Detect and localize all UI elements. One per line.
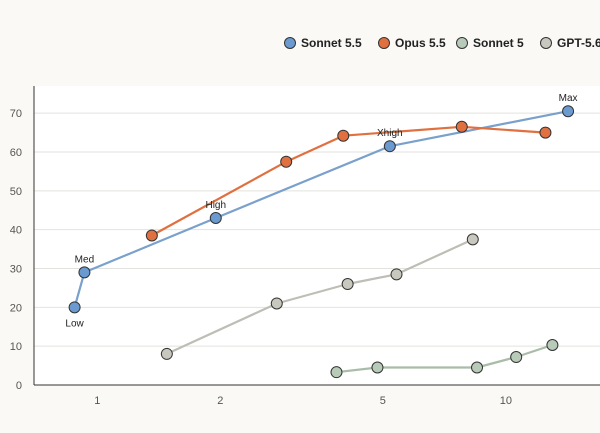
- y-tick-label-50: 50: [10, 186, 22, 198]
- x-tick-label-1: 1: [94, 395, 100, 407]
- y-tick-label-30: 30: [10, 264, 22, 276]
- point-sonnet-5-5-1: [68, 301, 81, 314]
- tick-labels: 0 10 20 30 40 50 60 70 1 2 5 10: [10, 108, 512, 407]
- annotation-med: Med: [75, 254, 94, 265]
- point-gpt-5-6-5: [466, 233, 479, 246]
- point-opus-5-5-3: [337, 129, 350, 142]
- x-tick-label-2: 2: [217, 395, 223, 407]
- point-gpt-5-6-2: [270, 297, 283, 310]
- legend-label-opus-5-5: Opus 5.5: [395, 36, 446, 50]
- legend-marker-sonnet-5: [456, 37, 468, 49]
- point-annotations: Low Med High Xhigh Max: [65, 93, 577, 329]
- axes: [33, 86, 600, 386]
- y-tick-label-40: 40: [10, 225, 22, 237]
- annotation-xhigh: Xhigh: [377, 128, 403, 139]
- annotation-low: Low: [65, 318, 84, 329]
- point-gpt-5-6-4: [390, 268, 403, 281]
- y-tick-label-60: 60: [10, 147, 22, 159]
- point-opus-5-5-5: [539, 126, 552, 139]
- annotation-high: High: [205, 200, 226, 211]
- y-tick-label-10: 10: [10, 341, 22, 353]
- point-opus-5-5-1: [145, 229, 158, 242]
- point-sonnet-5-5-2: [78, 266, 91, 279]
- x-tick-label-10: 10: [500, 395, 512, 407]
- y-tick-label-20: 20: [10, 302, 22, 314]
- point-sonnet-5-5-4: [383, 140, 396, 153]
- point-opus-5-5-2: [280, 155, 293, 168]
- legend-label-gpt-5-6: GPT-5.6: [557, 36, 600, 50]
- annotation-max: Max: [559, 93, 578, 104]
- y-tick-label-0: 0: [16, 380, 22, 392]
- point-sonnet-5-5-3: [209, 212, 222, 225]
- y-tick-label-70: 70: [10, 108, 22, 120]
- legend-marker-sonnet-5-5: [284, 37, 296, 49]
- point-sonnet-5-5: [546, 339, 559, 352]
- point-sonnet-5-5-5: [562, 105, 575, 118]
- legend-marker-opus-5-5: [378, 37, 390, 49]
- point-gpt-5-6-1: [160, 347, 173, 360]
- point-sonnet-5-2: [371, 361, 384, 374]
- point-sonnet-5-3: [471, 361, 484, 374]
- point-opus-5-5-4: [455, 120, 468, 133]
- legend-label-sonnet-5: Sonnet 5: [473, 36, 524, 50]
- series-markers: [68, 105, 575, 379]
- legend-label-sonnet-5-5: Sonnet 5.5: [301, 36, 362, 50]
- point-sonnet-5-1: [330, 366, 343, 379]
- grid: [34, 112, 600, 386]
- point-sonnet-5-4: [510, 351, 523, 364]
- plot-area: [34, 86, 600, 385]
- point-gpt-5-6-3: [341, 278, 354, 291]
- legend: Sonnet 5.5 Opus 5.5 Sonnet 5 GPT-5.6: [284, 36, 600, 50]
- legend-marker-gpt-5-6: [540, 37, 552, 49]
- x-tick-label-5: 5: [380, 395, 386, 407]
